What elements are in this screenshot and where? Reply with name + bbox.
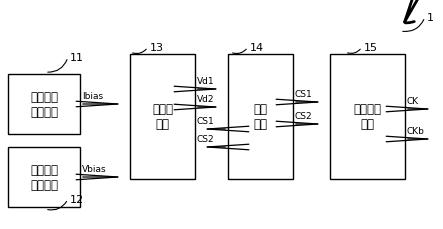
Text: CKb: CKb [407, 126, 425, 135]
Text: CS1: CS1 [197, 117, 215, 125]
Text: 1: 1 [427, 13, 434, 23]
Text: CS2: CS2 [197, 134, 214, 143]
Text: 14: 14 [250, 43, 264, 53]
Text: 13: 13 [150, 43, 164, 53]
Text: Ibias: Ibias [82, 92, 103, 101]
Bar [8, 147, 80, 207]
Text: 基准电流
产生模块: 基准电流 产生模块 [30, 91, 58, 118]
Bar [330, 55, 405, 179]
Text: 时钟输出
模块: 时钟输出 模块 [354, 103, 381, 131]
Text: CK: CK [407, 97, 419, 106]
Text: Vd1: Vd1 [197, 77, 214, 86]
Text: Vd2: Vd2 [197, 95, 214, 104]
Text: CS1: CS1 [295, 90, 313, 98]
Text: 15: 15 [364, 43, 378, 53]
Bar [8, 75, 80, 134]
Text: Vbias: Vbias [82, 164, 107, 173]
Text: 12: 12 [70, 194, 84, 204]
Text: 基准电压
产生模块: 基准电压 产生模块 [30, 163, 58, 191]
Text: 充放电
模块: 充放电 模块 [152, 103, 173, 131]
Text: CS2: CS2 [295, 112, 313, 120]
Bar [130, 55, 195, 179]
Text: 11: 11 [70, 53, 84, 63]
Text: 反馈
模块: 反馈 模块 [253, 103, 268, 131]
Bar [228, 55, 293, 179]
